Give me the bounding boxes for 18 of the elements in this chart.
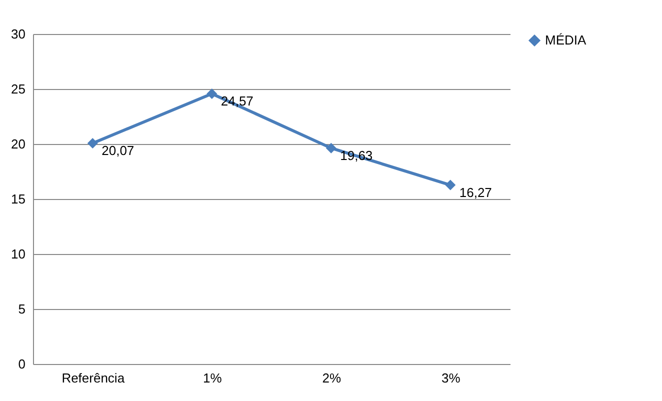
- y-tick-label: 15: [11, 192, 26, 206]
- data-label: 20,07: [102, 143, 134, 158]
- point: [87, 138, 98, 148]
- y-tick-label: 20: [11, 136, 26, 152]
- y-tick-label: 0: [18, 356, 26, 372]
- y-tick-label: 30: [11, 26, 26, 42]
- legend-label: MÉDIA: [545, 32, 586, 48]
- y-tick-label: 10: [11, 246, 26, 262]
- point: [326, 142, 336, 154]
- data-label: 16,27: [459, 185, 492, 200]
- x-tick-label: 3%: [441, 370, 461, 386]
- x-tick-label: Referência: [62, 370, 126, 386]
- point: [206, 88, 218, 99]
- x-tick-label: 2%: [322, 370, 342, 386]
- point: [445, 180, 456, 190]
- y-tick-label: 5: [18, 302, 26, 316]
- x-tick-label: 1%: [202, 370, 222, 386]
- y-tick-label: 25: [11, 82, 26, 96]
